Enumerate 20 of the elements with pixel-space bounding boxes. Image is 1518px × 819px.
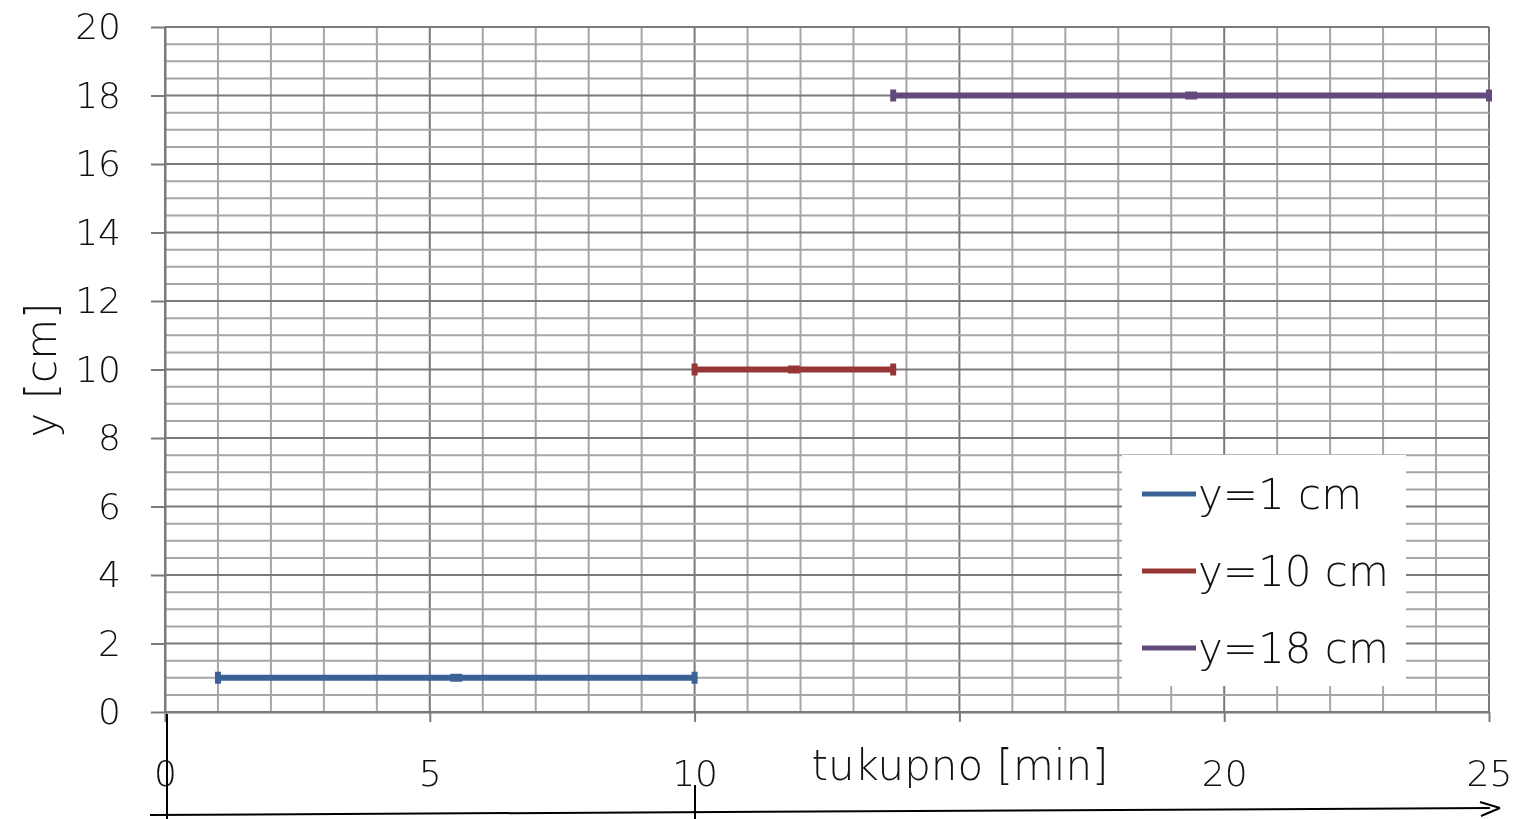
y-tick-label: 4: [98, 554, 121, 596]
y-tick-label: 14: [75, 211, 121, 253]
y-tick-label: 18: [75, 74, 121, 116]
y-tick-label: 2: [98, 622, 121, 664]
y-axis-title: y [cm]: [17, 302, 66, 438]
y-tick-label: 8: [98, 417, 121, 459]
legend-label: y=1 cm: [1198, 470, 1363, 519]
y-tick-label: 20: [75, 6, 121, 48]
x-tick-label: 25: [1466, 752, 1513, 794]
y-tick-label: 16: [75, 143, 121, 185]
legend-label: y=10 cm: [1198, 547, 1389, 596]
y-tick-label: 12: [75, 280, 121, 322]
x-axis-title: tukupno [min]: [811, 741, 1109, 790]
legend-label: y=18 cm: [1198, 624, 1389, 673]
x-tick-label: 20: [1201, 752, 1248, 794]
y-tick-label: 10: [75, 348, 121, 390]
y-tick-label: 6: [98, 485, 121, 527]
y-tick-label: 0: [98, 691, 121, 733]
x-tick-label: 10: [672, 752, 719, 794]
x-tick-label: 5: [418, 752, 442, 794]
